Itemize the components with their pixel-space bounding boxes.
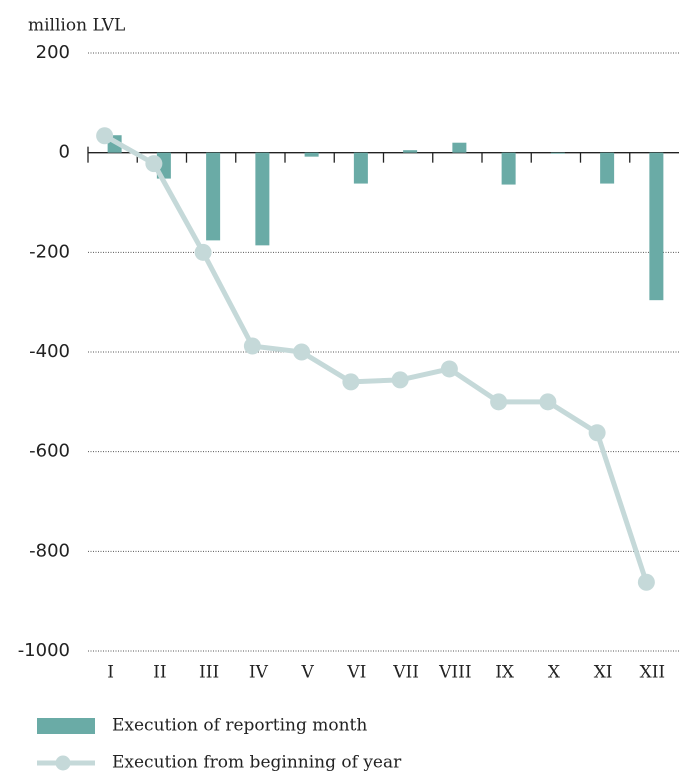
x-tick-label: III bbox=[199, 663, 219, 683]
bar bbox=[403, 150, 418, 153]
line-point bbox=[145, 155, 163, 173]
x-tick-label: XII bbox=[640, 663, 666, 683]
x-tick-label: VII bbox=[392, 663, 419, 683]
line-point bbox=[293, 343, 311, 361]
x-tick-label: I bbox=[107, 663, 114, 683]
y-tick-label: -200 bbox=[29, 241, 70, 262]
y-tick-label: -1000 bbox=[18, 640, 70, 661]
line-point bbox=[391, 371, 409, 389]
bar bbox=[550, 152, 565, 154]
line-point bbox=[342, 373, 360, 391]
bar bbox=[353, 152, 368, 184]
line-point bbox=[96, 127, 114, 145]
x-tick-label: VIII bbox=[438, 663, 471, 683]
bar bbox=[600, 152, 615, 184]
y-tick-label: -400 bbox=[29, 341, 70, 362]
legend-label: Execution from beginning of year bbox=[112, 753, 402, 773]
bar bbox=[649, 152, 664, 301]
line-point bbox=[440, 360, 458, 378]
bar bbox=[452, 142, 467, 153]
x-tick-label: X bbox=[548, 663, 561, 683]
line bbox=[103, 133, 649, 584]
x-tick-label: II bbox=[153, 663, 166, 683]
legend-label: Execution of reporting month bbox=[112, 716, 367, 736]
line-point bbox=[490, 393, 508, 411]
bar bbox=[304, 152, 319, 157]
bar bbox=[206, 152, 221, 241]
x-tick-label: IX bbox=[495, 663, 515, 683]
x-tick-label: IV bbox=[249, 663, 269, 683]
line-point bbox=[243, 337, 261, 355]
line-point bbox=[588, 424, 606, 442]
y-tick-label: -800 bbox=[29, 540, 70, 561]
y-tick-label: 0 bbox=[59, 142, 70, 163]
line-point bbox=[194, 243, 212, 261]
legend-swatch bbox=[37, 718, 95, 734]
line-point bbox=[637, 573, 655, 591]
x-tick-label: XI bbox=[594, 663, 613, 683]
y-tick-label: 200 bbox=[36, 42, 70, 63]
legend-swatch-point bbox=[55, 755, 71, 771]
bar bbox=[255, 152, 270, 246]
x-tick-label: V bbox=[300, 663, 314, 683]
y-axis-label: million LVL bbox=[28, 16, 125, 36]
bar bbox=[501, 152, 516, 185]
y-tick-label: -600 bbox=[29, 441, 70, 462]
line-point bbox=[539, 393, 557, 411]
x-tick-label: VI bbox=[346, 663, 366, 683]
